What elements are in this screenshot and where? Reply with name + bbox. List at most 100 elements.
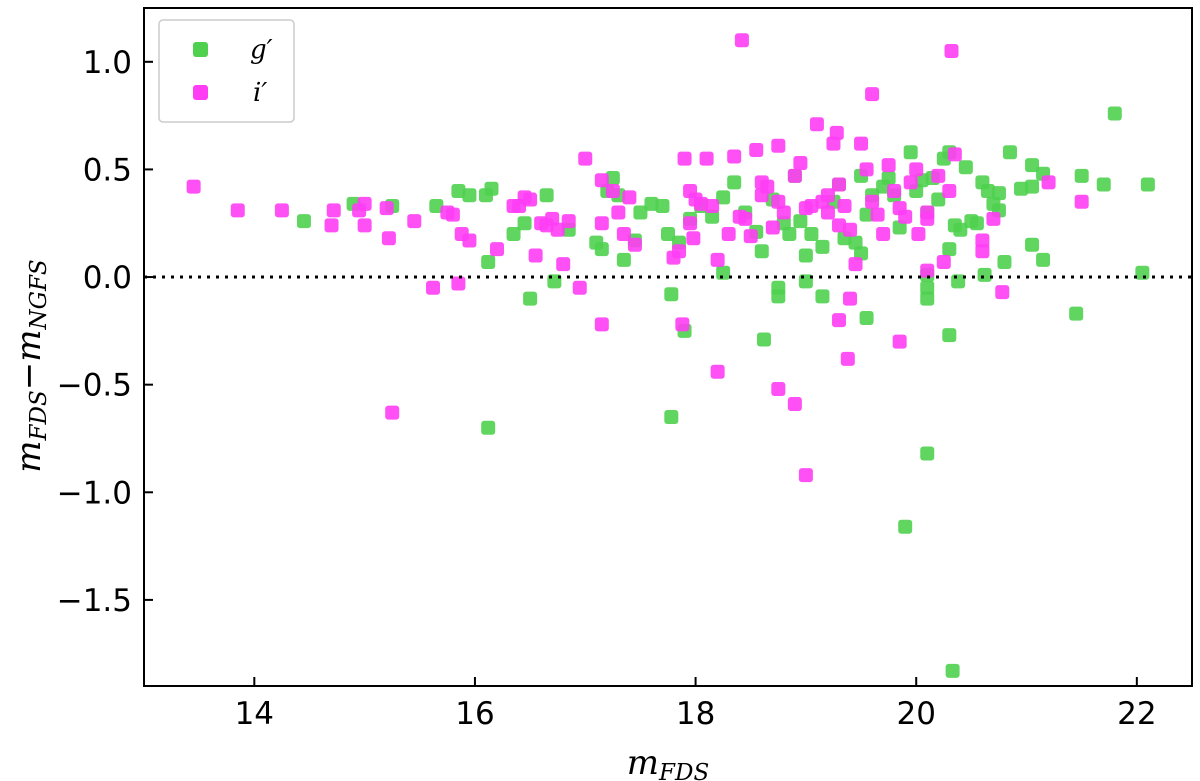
- g-point-81: [945, 663, 960, 678]
- g-point-66: [898, 519, 913, 534]
- g-point-98: [1025, 158, 1040, 173]
- i-point-58: [743, 229, 758, 244]
- i-point-56: [734, 33, 749, 48]
- i-point-95: [887, 183, 902, 198]
- g-point-89: [977, 267, 992, 282]
- g-point-0: [296, 214, 311, 229]
- i-point-104: [920, 263, 935, 278]
- i-point-27: [550, 222, 565, 237]
- g-point-26: [661, 227, 675, 241]
- i-point-84: [840, 351, 855, 366]
- g-point-57: [854, 246, 869, 261]
- x-tick-label: 22: [1117, 696, 1156, 732]
- g-point-28: [664, 409, 679, 424]
- plot-frame: [143, 7, 1193, 687]
- g-point-63: [881, 171, 896, 186]
- i-point-93: [876, 227, 891, 241]
- legend-marker-g: [193, 42, 208, 57]
- i-point-54: [727, 149, 742, 164]
- legend: g′ i′: [158, 19, 295, 123]
- g-point-99: [1025, 237, 1040, 252]
- i-point-37: [616, 227, 631, 241]
- i-point-49: [699, 151, 714, 166]
- i-point-23: [528, 248, 543, 263]
- i-point-52: [710, 364, 725, 379]
- g-point-24: [644, 196, 659, 211]
- i-point-62: [760, 179, 775, 194]
- g-point-36: [727, 175, 742, 190]
- i-point-79: [829, 125, 844, 140]
- g-point-25: [655, 199, 670, 214]
- g-point-12: [523, 291, 538, 306]
- i-point-42: [675, 317, 690, 332]
- i-point-39: [627, 237, 642, 252]
- i-point-18: [490, 242, 505, 257]
- i-point-90: [865, 87, 880, 102]
- y-tick-label: 0.0: [83, 260, 132, 296]
- i-point-43: [677, 151, 692, 166]
- g-point-95: [1002, 145, 1017, 160]
- i-point-48: [694, 196, 709, 211]
- g-point-74: [920, 446, 935, 461]
- axis-ticks: 14 16 18 20 22 −1.5 −1.0 −0.5 0.0 0.5 1.0: [57, 45, 1157, 732]
- i-point-32: [594, 173, 609, 188]
- i-point-86: [843, 291, 858, 306]
- i-point-3: [324, 218, 339, 233]
- i-point-9: [381, 231, 396, 246]
- g-point-10: [506, 227, 521, 241]
- y-tick-label: −1.5: [57, 583, 132, 619]
- i-point-91: [865, 194, 880, 209]
- i-point-35: [605, 183, 620, 198]
- i-point-2: [274, 203, 289, 218]
- i-point-94: [881, 158, 896, 173]
- i-point-1: [230, 203, 245, 218]
- i-point-10: [385, 405, 400, 420]
- i-point-97: [892, 334, 907, 349]
- i-point-67: [776, 205, 791, 220]
- i-point-101: [911, 227, 926, 241]
- i-point-11: [407, 214, 422, 229]
- g-point-47: [793, 214, 808, 229]
- i-point-110: [975, 233, 990, 248]
- g-point-48: [798, 248, 813, 263]
- i-point-63: [765, 220, 780, 235]
- g-point-7: [484, 181, 499, 196]
- g-point-52: [815, 289, 830, 304]
- g-point-59: [859, 207, 874, 222]
- i-point-80: [831, 177, 846, 192]
- x-tick-label: 14: [235, 696, 274, 732]
- i-point-109: [947, 147, 962, 162]
- g-point-104: [1096, 177, 1111, 192]
- g-point-56: [848, 235, 863, 250]
- i-point-105: [931, 168, 946, 183]
- g-point-45: [782, 227, 797, 241]
- i-point-77: [820, 188, 835, 203]
- i-point-88: [854, 136, 869, 151]
- g-point-105: [1107, 106, 1122, 121]
- legend-label-g: g′: [250, 35, 273, 65]
- i-point-87: [848, 257, 863, 272]
- g-point-4: [451, 183, 466, 198]
- i-point-31: [578, 151, 593, 166]
- i-point-44: [683, 216, 698, 231]
- g-point-19: [605, 171, 620, 186]
- i-point-112: [986, 211, 1001, 226]
- y-tick-label: 0.5: [83, 152, 132, 188]
- i-point-85: [843, 222, 858, 237]
- i-point-28: [556, 257, 571, 272]
- i-point-46: [686, 231, 701, 246]
- g-point-60: [859, 310, 874, 325]
- g-point-33: [705, 209, 720, 224]
- g-point-79: [942, 328, 957, 343]
- g-point-96: [1014, 181, 1029, 196]
- i-point-92: [870, 207, 885, 222]
- g-point-8: [481, 254, 496, 269]
- i-point-34: [594, 317, 609, 332]
- i-point-70: [793, 155, 808, 170]
- i-point-99: [903, 175, 918, 190]
- y-tick-label: 1.0: [83, 45, 132, 81]
- g-point-67: [903, 145, 918, 160]
- g-point-73: [920, 291, 935, 306]
- i-point-68: [787, 168, 802, 183]
